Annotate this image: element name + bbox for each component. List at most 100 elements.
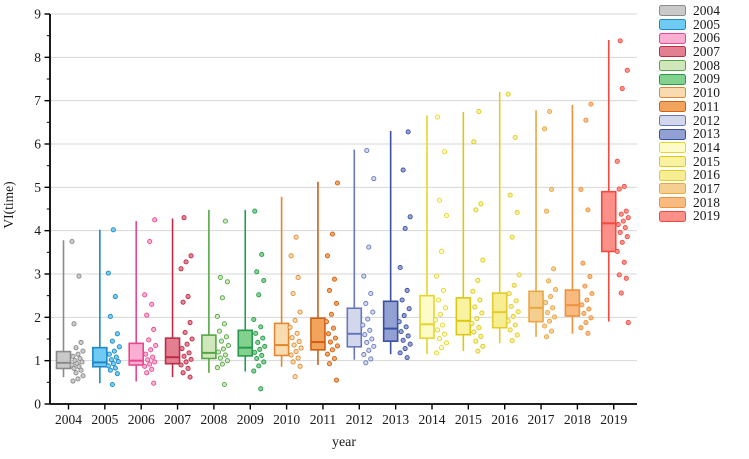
data-point — [585, 207, 591, 213]
data-point — [324, 253, 331, 259]
box-group-2008 — [201, 209, 231, 388]
data-point — [178, 362, 184, 368]
data-point — [544, 334, 550, 340]
data-point — [476, 108, 482, 115]
data-point — [434, 114, 441, 120]
box — [92, 346, 108, 368]
x-tick-label: 2013 — [382, 412, 409, 427]
data-point — [253, 330, 259, 336]
legend-item-2015: 2015 — [659, 154, 720, 169]
data-point — [251, 368, 257, 374]
data-point — [478, 201, 484, 207]
data-point — [295, 355, 301, 361]
legend-label: 2009 — [693, 71, 720, 87]
box-group-2009 — [237, 208, 268, 392]
data-point — [469, 320, 475, 326]
data-point — [625, 319, 631, 326]
data-point — [548, 293, 554, 300]
legend-label: 2012 — [693, 112, 720, 128]
data-point — [73, 370, 79, 376]
data-point — [110, 361, 116, 367]
legend-label: 2016 — [693, 167, 720, 183]
data-point — [259, 352, 265, 359]
data-point — [475, 277, 481, 284]
data-point — [222, 352, 228, 358]
y-tick-label: 1 — [34, 353, 41, 368]
data-point — [329, 231, 336, 237]
data-point — [361, 273, 367, 279]
box-group-2014 — [419, 114, 450, 356]
data-point — [112, 293, 118, 300]
data-point — [546, 278, 552, 284]
data-point — [443, 212, 450, 219]
legend-swatch — [659, 60, 686, 72]
data-point — [180, 370, 186, 376]
box-group-2018 — [564, 101, 595, 336]
data-point — [616, 186, 622, 192]
data-point — [362, 332, 368, 338]
data-point — [505, 91, 511, 97]
data-point — [516, 272, 522, 278]
data-point — [439, 322, 446, 328]
data-point — [151, 380, 157, 386]
data-point — [579, 302, 585, 308]
data-point — [188, 356, 194, 362]
data-point — [361, 352, 367, 358]
data-point — [512, 322, 518, 328]
data-point — [432, 317, 439, 323]
data-point — [105, 363, 111, 369]
x-tick-label: 2017 — [528, 412, 555, 427]
data-point — [254, 355, 260, 362]
data-point — [71, 321, 77, 327]
data-point — [114, 331, 120, 337]
legend-swatch — [659, 87, 686, 99]
data-point — [363, 360, 369, 366]
data-point — [618, 211, 624, 217]
legend-label: 2014 — [693, 139, 720, 155]
legend-label: 2019 — [693, 208, 720, 224]
data-point — [215, 349, 221, 355]
legend-item-2005: 2005 — [659, 17, 720, 32]
data-point — [148, 347, 154, 353]
data-point — [479, 310, 485, 316]
data-point — [581, 310, 587, 316]
data-point — [256, 292, 262, 298]
x-tick-label: 2015 — [455, 412, 482, 427]
box-group-2019 — [600, 38, 631, 326]
data-point — [471, 329, 477, 335]
data-point — [621, 183, 627, 190]
data-point — [143, 351, 149, 357]
data-point — [290, 290, 296, 297]
y-tick-label: 8 — [34, 50, 41, 65]
legend-swatch — [659, 169, 686, 181]
data-point — [331, 355, 338, 362]
legend-label: 2011 — [693, 98, 720, 114]
data-point — [328, 311, 335, 317]
data-point — [324, 351, 331, 357]
data-point — [399, 297, 405, 303]
data-point — [474, 316, 480, 322]
data-point — [78, 339, 84, 346]
data-point — [333, 300, 340, 307]
data-point — [149, 366, 155, 372]
data-point — [112, 365, 118, 371]
legend-item-2004: 2004 — [659, 4, 720, 18]
legend-swatch — [659, 114, 686, 126]
data-point — [298, 345, 304, 351]
data-point — [146, 337, 152, 343]
data-point — [223, 334, 229, 340]
legend-label: 2006 — [693, 30, 720, 46]
data-point — [436, 197, 443, 203]
data-point — [473, 207, 479, 213]
data-point — [75, 376, 81, 382]
x-tick-label: 2009 — [237, 412, 264, 427]
data-point — [110, 227, 116, 233]
data-point — [78, 367, 84, 373]
data-point — [185, 365, 191, 372]
data-point — [71, 365, 77, 372]
data-point — [218, 338, 224, 344]
data-point — [549, 328, 555, 334]
x-tick-label: 2019 — [600, 412, 627, 427]
data-point — [151, 326, 157, 333]
